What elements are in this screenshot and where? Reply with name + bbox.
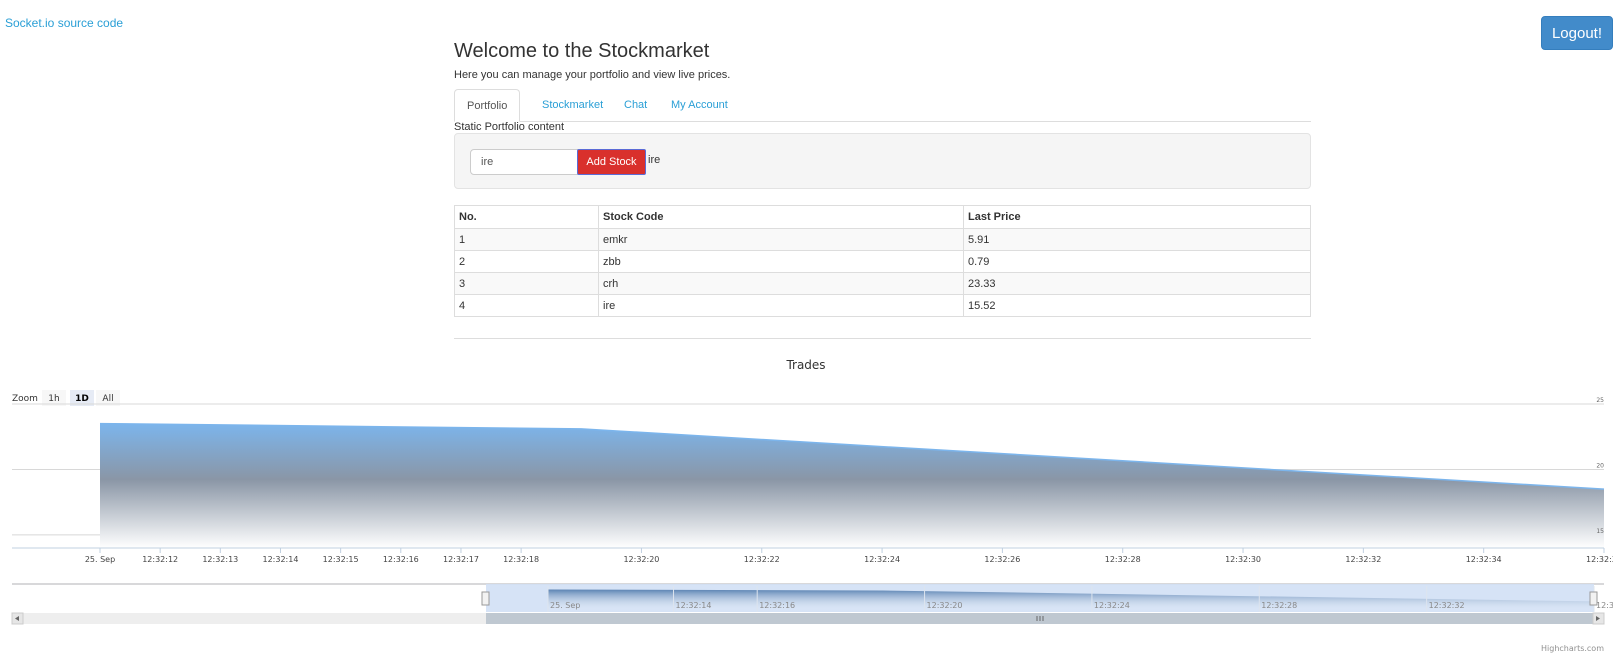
cell-stock-code: zbb: [598, 250, 964, 273]
table-header-row: No. Stock Code Last Price: [454, 205, 1311, 229]
zoom-button-1h[interactable]: 1h: [42, 390, 66, 406]
y-tick-label: 25: [1596, 397, 1604, 404]
x-tick-label: 12:32:20: [623, 555, 659, 564]
page-subtitle: Here you can manage your portfolio and v…: [454, 69, 731, 81]
x-tick-label: 12:32:13: [202, 555, 238, 564]
x-tick-label: 12:32:14: [263, 555, 299, 564]
tab-chat[interactable]: Chat: [624, 99, 648, 111]
navigator-tick-label: 12:32:14: [676, 601, 712, 610]
table-row: 2 zbb 0.79: [454, 250, 1311, 273]
x-tick-label: 12:32:28: [1105, 555, 1141, 564]
x-tick-label: 12:32:12: [142, 555, 178, 564]
navigator-tick-label: 12:32:28: [1261, 601, 1297, 610]
input-echo-text: ire: [648, 154, 661, 166]
cell-no: 3: [454, 272, 599, 295]
cell-stock-code: crh: [598, 272, 964, 295]
chart-title: Trades: [785, 358, 825, 372]
zoom-button-1h-label: 1h: [48, 394, 59, 404]
x-tick-label: 12:32:34: [1466, 555, 1502, 564]
zoom-button-all-label: All: [102, 394, 113, 404]
navigator-series: [548, 589, 1594, 612]
y-axis-labels: 25 20 15: [1596, 397, 1604, 535]
x-tick-label: 12:32:30: [1225, 555, 1261, 564]
cell-no: 1: [454, 228, 599, 251]
tab-portfolio[interactable]: Portfolio: [454, 89, 521, 122]
cell-last-price: 0.79: [963, 250, 1311, 273]
tab-bar: Portfolio Stockmarket Chat My Account: [454, 89, 1311, 122]
cell-no: 4: [454, 294, 599, 317]
y-tick-label: 15: [1596, 528, 1604, 535]
navigator-right-handle[interactable]: [1589, 591, 1598, 606]
navigator[interactable]: 25. Sep 12:32:14 12:32:16 12:32:20 12:32:24 1…: [12, 583, 1613, 612]
source-code-link[interactable]: Socket.io source code: [5, 16, 124, 30]
header-stock-code: Stock Code: [598, 205, 964, 229]
chevron-left-icon: [15, 616, 19, 621]
portfolio-table: No. Stock Code Last Price 1 emkr 5.91 2 …: [454, 205, 1311, 317]
navigator-tick-label: 12:32:36: [1596, 601, 1613, 610]
tab-my-account[interactable]: My Account: [671, 99, 728, 111]
x-tick-label: 12:32:15: [323, 555, 359, 564]
x-tick-label: 12:32:17: [443, 555, 479, 564]
zoom-label: Zoom: [12, 394, 38, 404]
x-tick-label: 25. Sep: [85, 555, 115, 564]
x-tick-label: 12:32:36: [1586, 555, 1613, 564]
tab-stockmarket[interactable]: Stockmarket: [542, 99, 604, 111]
x-axis-labels: 25. Sep 12:32:12 12:32:13 12:32:14 12:32:15 1…: [85, 548, 1613, 564]
x-tick-label: 12:32:26: [984, 555, 1020, 564]
zoom-button-1d[interactable]: 1D: [70, 390, 94, 406]
scrollbar-grip-icon: [1036, 616, 1044, 621]
cell-stock-code: emkr: [598, 228, 964, 251]
cell-stock-code: ire: [598, 294, 964, 317]
logout-button[interactable]: Logout!: [1541, 16, 1613, 50]
add-stock-form: Add Stock ire: [454, 133, 1311, 189]
x-tick-label: 12:32:24: [864, 555, 900, 564]
x-tick-label: 12:32:32: [1345, 555, 1381, 564]
series-line: [99, 422, 1605, 490]
cell-last-price: 23.33: [963, 272, 1311, 295]
navigator-axis-labels: 25. Sep 12:32:14 12:32:16 12:32:20 12:32:24 1…: [547, 586, 1613, 612]
scrollbar-left-arrow[interactable]: [11, 612, 24, 625]
navigator-tick-label: 12:32:24: [1094, 601, 1130, 610]
chart-credits: Highcharts.com: [1541, 644, 1604, 653]
header-no: No.: [454, 205, 599, 229]
cell-no: 2: [454, 250, 599, 273]
stock-code-input[interactable]: [470, 149, 579, 175]
x-tick-label: 12:32:18: [503, 555, 539, 564]
table-row: 4 ire 15.52: [454, 294, 1311, 317]
navigator-tick-label: 25. Sep: [550, 601, 580, 610]
chart-svg: Trades Zoom 1h 1D All 25 20 15 25. Sep 12:3…: [11, 358, 1613, 653]
series-area: [100, 423, 1604, 548]
add-stock-button[interactable]: Add Stock: [577, 149, 646, 175]
trades-chart: Trades Zoom 1h 1D All 25 20 15 25. Sep 12:3…: [0, 350, 1613, 661]
chevron-right-icon: [1596, 616, 1600, 621]
scrollbar[interactable]: [11, 612, 1605, 625]
header-last-price: Last Price: [963, 205, 1311, 229]
table-row: 1 emkr 5.91: [454, 228, 1311, 251]
zoom-button-all[interactable]: All: [96, 390, 120, 406]
page-title: Welcome to the Stockmarket: [454, 40, 710, 62]
divider: [454, 338, 1311, 339]
cell-last-price: 15.52: [963, 294, 1311, 317]
static-portfolio-label: Static Portfolio content: [454, 121, 565, 133]
y-tick-label: 20: [1596, 462, 1604, 469]
x-tick-label: 12:32:22: [744, 555, 780, 564]
navigator-tick-label: 12:32:16: [759, 601, 795, 610]
zoom-button-1d-label: 1D: [75, 394, 89, 404]
navigator-tick-label: 12:32:20: [927, 601, 963, 610]
x-tick-label: 12:32:16: [383, 555, 419, 564]
navigator-left-handle[interactable]: [481, 591, 490, 606]
cell-last-price: 5.91: [963, 228, 1311, 251]
table-row: 3 crh 23.33: [454, 272, 1311, 295]
navigator-tick-label: 12:32:32: [1429, 601, 1465, 610]
scrollbar-right-arrow[interactable]: [1592, 612, 1605, 625]
